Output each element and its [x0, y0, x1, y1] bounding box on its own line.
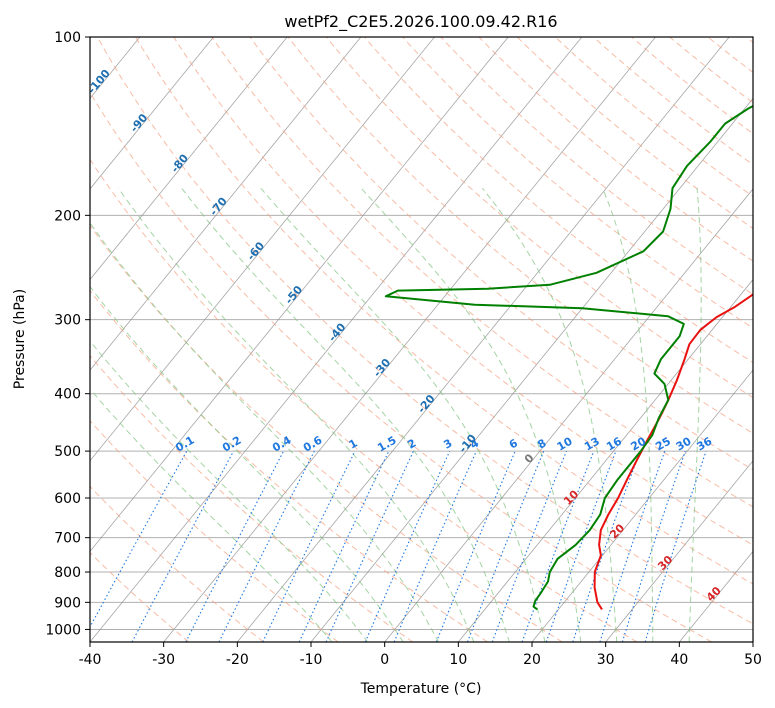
mixing-ratio-line [572, 450, 641, 642]
isotherm-line [605, 460, 753, 642]
isotherm-line [458, 278, 753, 642]
dry-adiabat-line [402, 37, 753, 329]
isotherm-line [310, 97, 753, 642]
x-tick-label: 50 [744, 652, 762, 668]
x-tick-label: 40 [670, 652, 688, 668]
moist-adiabat-line [181, 187, 510, 642]
isotherm-line [90, 37, 435, 462]
x-tick-label: 10 [449, 652, 467, 668]
y-tick-label: 400 [54, 387, 81, 403]
dry-adiabat-line [554, 37, 753, 197]
x-tick-label: 20 [523, 652, 541, 668]
dry-adiabat-line [325, 37, 753, 399]
y-tick-label: 600 [54, 491, 81, 507]
x-tick-label: -20 [226, 652, 249, 668]
isotherm-line [90, 37, 583, 642]
moist-adiabat-line [602, 188, 654, 642]
isotherm-line [163, 37, 656, 642]
dry-adiabat-line [96, 37, 753, 625]
x-tick-label: -10 [300, 652, 323, 668]
mixing-ratio-line [393, 450, 477, 642]
dry-adiabat-line [593, 37, 753, 166]
plot-frame [89, 36, 754, 643]
y-axis-label: Pressure (hPa) [12, 289, 28, 389]
dry-adiabat-line [90, 158, 638, 642]
y-tick-label: 700 [54, 531, 81, 547]
isotherm-line [90, 37, 362, 371]
dry-adiabat-line [90, 224, 563, 642]
dry-adiabat-line [173, 37, 753, 546]
mixing-ratio-line [545, 450, 617, 642]
plot-area [90, 37, 753, 642]
isotherm-line [90, 37, 509, 553]
x-tick-label: -30 [152, 652, 175, 668]
chart-title: wetPf2_C2E5.2026.100.09.42.R16 [284, 12, 557, 32]
dry-adiabat-line [135, 37, 753, 585]
isotherm-line [384, 188, 753, 642]
y-tick-label: 900 [54, 595, 81, 611]
y-tick-label: 500 [54, 444, 81, 460]
x-tick-label: -40 [79, 652, 102, 668]
dry-adiabat-line [90, 91, 712, 642]
dry-adiabat-line [249, 37, 753, 471]
x-tick-label: 0 [380, 652, 389, 668]
moist-adiabat-line [90, 285, 404, 642]
y-tick-label: 800 [54, 565, 81, 581]
y-tick-label: 200 [54, 208, 81, 224]
dry-adiabat-line [364, 37, 753, 364]
y-tick-label: 100 [54, 30, 81, 46]
moist-adiabat-line [260, 187, 546, 642]
temperature-profile-line [593, 293, 753, 610]
y-axis: 100 200 300 400 500 600 700 800 900 1000 [45, 30, 90, 638]
moist-adiabat-line [117, 187, 475, 642]
mixing-ratio-line [644, 450, 707, 642]
moist-adiabat-line [90, 340, 369, 642]
mixing-ratio-line [325, 450, 414, 642]
dry-adiabat-line [90, 289, 488, 642]
moist-adiabat-line [90, 222, 440, 642]
dry-adiabat-line [90, 420, 339, 642]
dry-adiabat-line [516, 37, 753, 230]
isotherm-line [90, 37, 214, 190]
y-tick-label: 300 [54, 313, 81, 329]
x-axis-label: Temperature (°C) [360, 681, 482, 697]
dry-adiabat-line [90, 485, 264, 642]
mixing-ratio-line [90, 450, 188, 629]
isotherm-line [90, 37, 288, 281]
dry-adiabat-line [211, 37, 753, 508]
moist-adiabat-line [360, 187, 582, 642]
mixing-ratio-line [298, 450, 390, 642]
y-tick-label: 1000 [45, 622, 81, 638]
x-axis: -40 -30 -20 -10 0 10 20 30 40 50 [79, 642, 762, 668]
mixing-ratio-line [262, 450, 356, 642]
dewpoint-profile-line [384, 104, 753, 611]
isotherm-line [531, 369, 753, 642]
moist-adiabat-line [90, 388, 333, 642]
x-tick-label: 30 [597, 652, 615, 668]
mixing-ratio-line [364, 450, 451, 642]
isotherm-line [237, 37, 730, 642]
mixing-ratio-line [621, 450, 686, 642]
moist-adiabat-line [688, 188, 702, 642]
mixing-ratio-line [599, 450, 666, 642]
mixing-ratio-line [131, 450, 235, 642]
